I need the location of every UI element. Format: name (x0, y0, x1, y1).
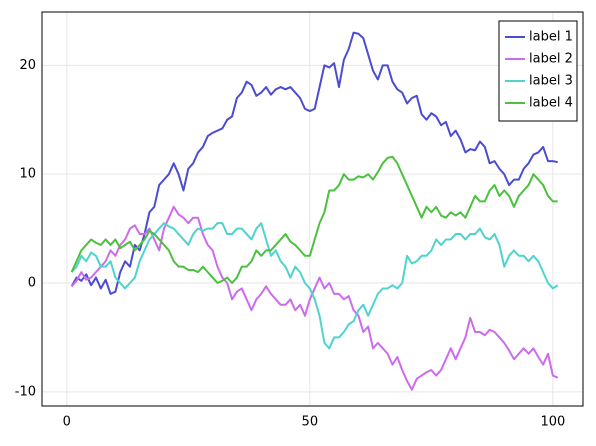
x-tick-label: 100 (540, 415, 565, 430)
legend-label: label 3 (529, 74, 573, 89)
plot-frame (41, 11, 584, 407)
legend-box (498, 20, 578, 122)
legend-label: label 1 (529, 30, 573, 45)
series-line (70, 155, 558, 285)
series-line (70, 222, 559, 350)
series-line (70, 31, 558, 295)
y-tick-label: 0 (28, 276, 36, 291)
x-tick-label: 0 (63, 415, 71, 430)
y-tick-label: 20 (19, 58, 36, 73)
y-tick-label: -10 (15, 384, 36, 399)
legend-label: label 4 (529, 96, 573, 111)
y-tick-label: 10 (19, 167, 36, 182)
x-tick-label: 50 (302, 415, 319, 430)
legend-label: label 2 (529, 52, 573, 67)
